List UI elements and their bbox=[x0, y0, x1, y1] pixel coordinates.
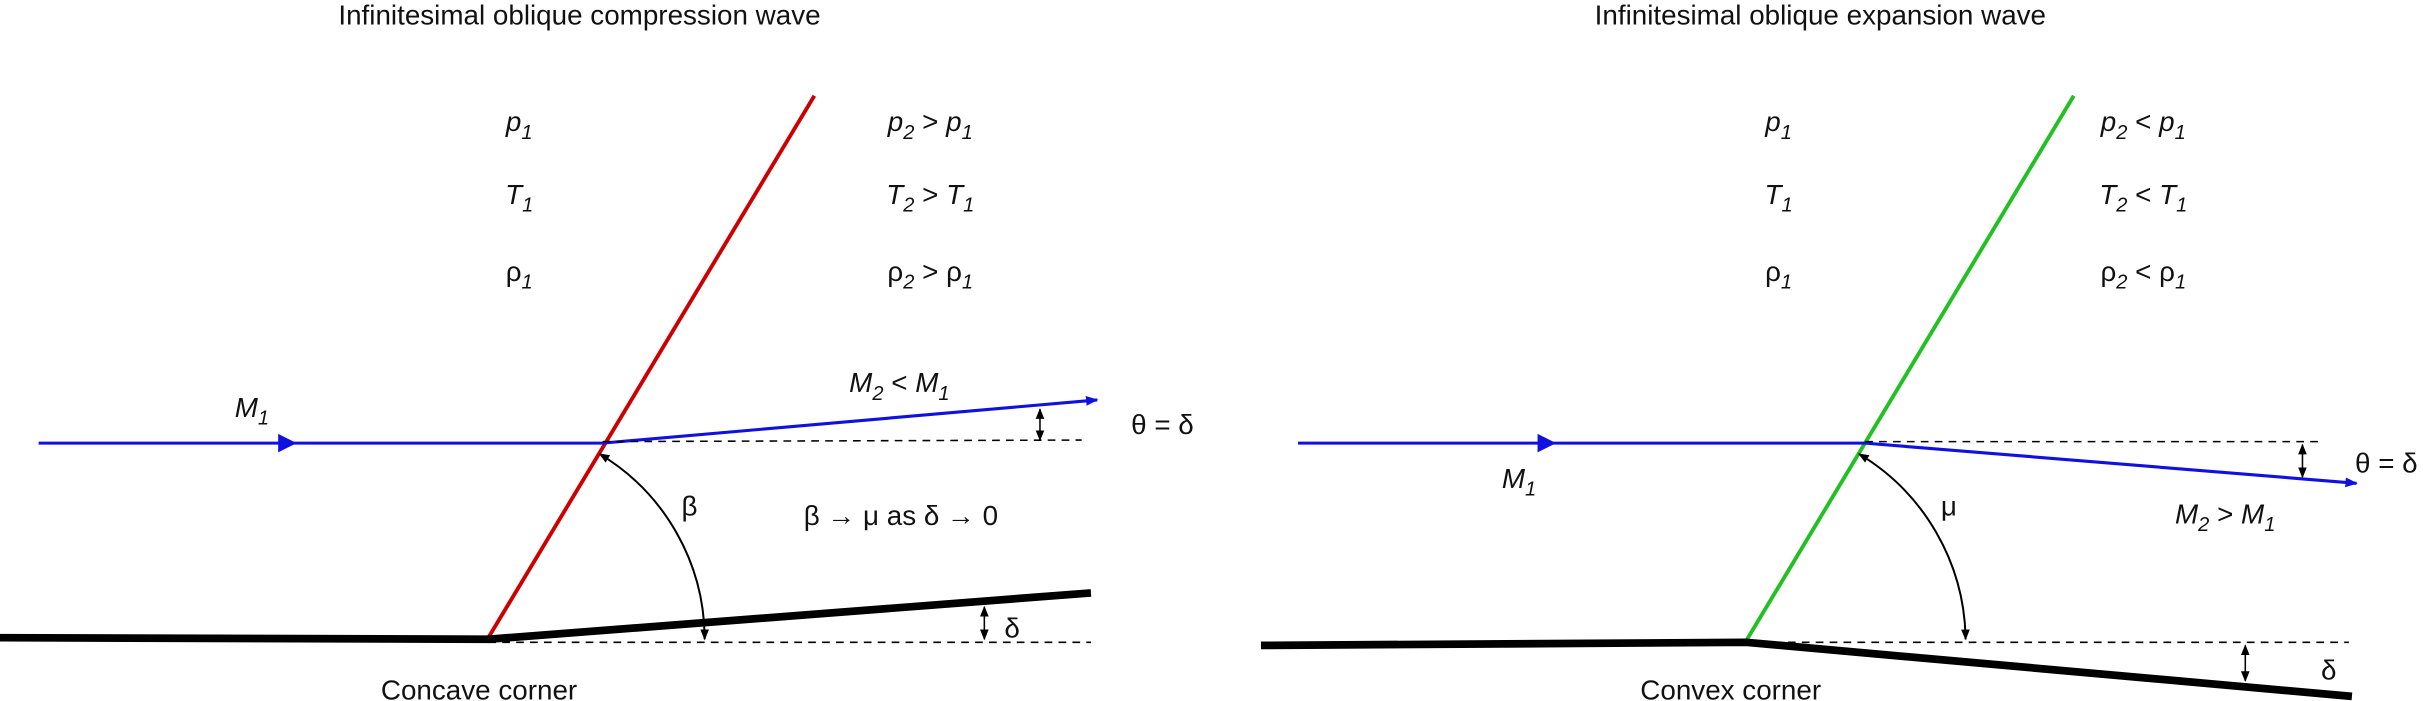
expansion-panel: Infinitesimal oblique expansion wave θ =… bbox=[1260, 0, 2418, 701]
subscript: 2 bbox=[2197, 514, 2209, 536]
symbol: p bbox=[2158, 106, 2174, 137]
symbol-label: T1 bbox=[505, 179, 533, 217]
symbol: ρ bbox=[2159, 256, 2175, 287]
mach-wave bbox=[1744, 94, 2076, 642]
subscript: 1 bbox=[2264, 514, 2275, 536]
relation: > bbox=[922, 106, 938, 137]
symbol-label: ρ1 bbox=[1765, 256, 1792, 294]
compression-panel: Infinitesimal oblique compression wave θ… bbox=[0, 0, 1194, 701]
reference-line bbox=[602, 439, 1082, 443]
subscript: 1 bbox=[1782, 195, 1793, 217]
subscript: 2 bbox=[871, 383, 883, 405]
symbol-label: M2 > M1 bbox=[2175, 498, 2275, 536]
subscript: 2 bbox=[902, 195, 914, 217]
symbol: T bbox=[505, 179, 524, 210]
subscript: 2 bbox=[2115, 195, 2127, 217]
flow-angle-label: θ = δ bbox=[1131, 409, 1194, 440]
subscript: 1 bbox=[962, 122, 973, 144]
symbol-label: ρ2 > ρ1 bbox=[887, 256, 973, 294]
symbol: M bbox=[915, 367, 939, 398]
symbol: T bbox=[2159, 179, 2178, 210]
flow-angle-label: θ = δ bbox=[2355, 447, 2418, 478]
subscript: 1 bbox=[2175, 122, 2186, 144]
relation: > bbox=[2217, 498, 2233, 529]
relation: < bbox=[2135, 106, 2151, 137]
note: β → μ as δ → 0 bbox=[804, 500, 998, 531]
angle-arc bbox=[598, 453, 709, 641]
symbol: p bbox=[887, 106, 903, 137]
symbol: M bbox=[2241, 498, 2265, 529]
symbol-label: T2 > T1 bbox=[886, 179, 974, 217]
deflection-label: δ bbox=[1004, 613, 1019, 644]
symbol: T bbox=[1765, 179, 1784, 210]
subscript: 1 bbox=[1781, 122, 1792, 144]
symbol: p bbox=[505, 106, 521, 137]
subscript: 1 bbox=[2175, 272, 2186, 294]
subscript: 1 bbox=[1525, 479, 1536, 501]
subscript: 2 bbox=[902, 272, 914, 294]
symbol: T bbox=[2099, 179, 2118, 210]
symbol-label: T1 bbox=[1765, 179, 1793, 217]
symbol: M bbox=[849, 367, 873, 398]
angle-label: β bbox=[681, 491, 697, 522]
relation: < bbox=[2135, 179, 2151, 210]
symbol-label: p1 bbox=[505, 106, 533, 144]
panel-title: Infinitesimal oblique expansion wave bbox=[1595, 0, 2046, 31]
subscript: 1 bbox=[962, 272, 973, 294]
relation: < bbox=[891, 367, 907, 398]
symbol: ρ bbox=[506, 256, 522, 287]
subscript: 1 bbox=[1781, 272, 1792, 294]
symbol-label: p2 < p1 bbox=[2100, 106, 2186, 144]
relation: > bbox=[922, 256, 938, 287]
symbol-label: p2 > p1 bbox=[887, 106, 973, 144]
symbol: T bbox=[946, 179, 965, 210]
angle-arc bbox=[1858, 453, 1970, 641]
symbol-label: T2 < T1 bbox=[2099, 179, 2187, 217]
relation: < bbox=[2135, 256, 2151, 287]
symbol: M bbox=[235, 392, 259, 423]
subscript: 1 bbox=[522, 195, 533, 217]
mach-wave bbox=[486, 94, 817, 639]
angle-label: μ bbox=[1941, 491, 1957, 522]
subscript: 1 bbox=[258, 408, 269, 430]
symbol-label: ρ1 bbox=[506, 256, 533, 294]
flow-arrowhead bbox=[1537, 433, 1557, 453]
subscript: 1 bbox=[963, 195, 974, 217]
relation: > bbox=[922, 179, 938, 210]
symbol-label: p1 bbox=[1764, 106, 1792, 144]
symbol: ρ bbox=[1765, 256, 1781, 287]
symbol-label: M1 bbox=[1502, 463, 1536, 501]
symbol: ρ bbox=[2100, 256, 2116, 287]
symbol: M bbox=[2175, 498, 2199, 529]
deflection-label: δ bbox=[2321, 654, 2336, 685]
symbol-label: M1 bbox=[235, 392, 269, 430]
panel-title: Infinitesimal oblique compression wave bbox=[338, 0, 820, 31]
corner-label: Convex corner bbox=[1640, 674, 1821, 701]
symbol: ρ bbox=[946, 256, 962, 287]
subscript: 2 bbox=[902, 122, 914, 144]
subscript: 2 bbox=[2115, 122, 2127, 144]
symbol-label: ρ2 < ρ1 bbox=[2100, 256, 2186, 294]
subscript: 1 bbox=[522, 272, 533, 294]
subscript: 1 bbox=[938, 383, 949, 405]
corner-label: Concave corner bbox=[381, 674, 577, 701]
symbol: p bbox=[2100, 106, 2116, 137]
symbol: p bbox=[945, 106, 961, 137]
subscript: 1 bbox=[2176, 195, 2187, 217]
subscript: 2 bbox=[2115, 272, 2127, 294]
symbol-label: M2 < M1 bbox=[849, 367, 949, 405]
downstream-flow bbox=[602, 395, 1099, 445]
subscript: 1 bbox=[521, 122, 532, 144]
symbol: ρ bbox=[887, 256, 903, 287]
wall bbox=[0, 589, 1092, 644]
symbol: T bbox=[886, 179, 905, 210]
symbol: p bbox=[1764, 106, 1780, 137]
downstream-flow bbox=[1865, 441, 2358, 488]
symbol: M bbox=[1502, 463, 1526, 494]
flow-arrowhead bbox=[278, 433, 297, 453]
